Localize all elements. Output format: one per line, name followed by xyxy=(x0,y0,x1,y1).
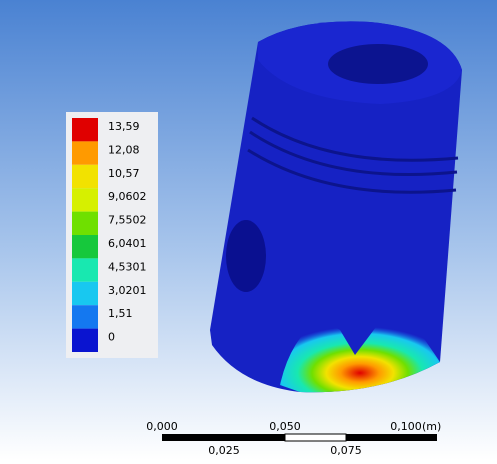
legend-swatch xyxy=(72,118,98,141)
scale-segment xyxy=(285,434,346,441)
scale-label: 0,075 xyxy=(330,444,362,457)
legend-swatch xyxy=(72,212,98,235)
pin-hole xyxy=(226,220,266,292)
legend-label: 7,5502 xyxy=(108,214,147,227)
legend-swatch xyxy=(72,235,98,258)
scale-segment xyxy=(162,434,224,441)
top-hole xyxy=(328,44,428,84)
scale-label: 0,000 xyxy=(146,420,178,433)
legend-swatch xyxy=(72,141,98,164)
viewport: 13,59 12,08 10,57 9,0602 7,5502 6,0401 4,5301 3… xyxy=(0,0,497,460)
legend-label: 10,57 xyxy=(108,167,140,180)
legend-label: 0 xyxy=(108,331,115,344)
legend-swatch xyxy=(72,305,98,328)
legend-swatch xyxy=(72,258,98,281)
scale-unit: (m) xyxy=(422,420,441,433)
legend-label: 13,59 xyxy=(108,120,140,133)
legend-label: 3,0201 xyxy=(108,284,147,297)
scale-label: 0,100 xyxy=(390,420,422,433)
legend-swatch xyxy=(72,329,98,352)
scale-label: 0,025 xyxy=(208,444,240,457)
scale-segment xyxy=(224,434,285,441)
legend-label: 1,51 xyxy=(108,307,133,320)
legend-swatch xyxy=(72,188,98,211)
legend-swatch xyxy=(72,282,98,305)
legend-label: 4,5301 xyxy=(108,260,147,273)
scale-label: 0,050 xyxy=(269,420,301,433)
scale-segment xyxy=(346,434,437,441)
legend-swatch xyxy=(72,165,98,188)
legend-label: 12,08 xyxy=(108,143,140,156)
legend-label: 6,0401 xyxy=(108,237,147,250)
legend-label: 9,0602 xyxy=(108,190,147,203)
